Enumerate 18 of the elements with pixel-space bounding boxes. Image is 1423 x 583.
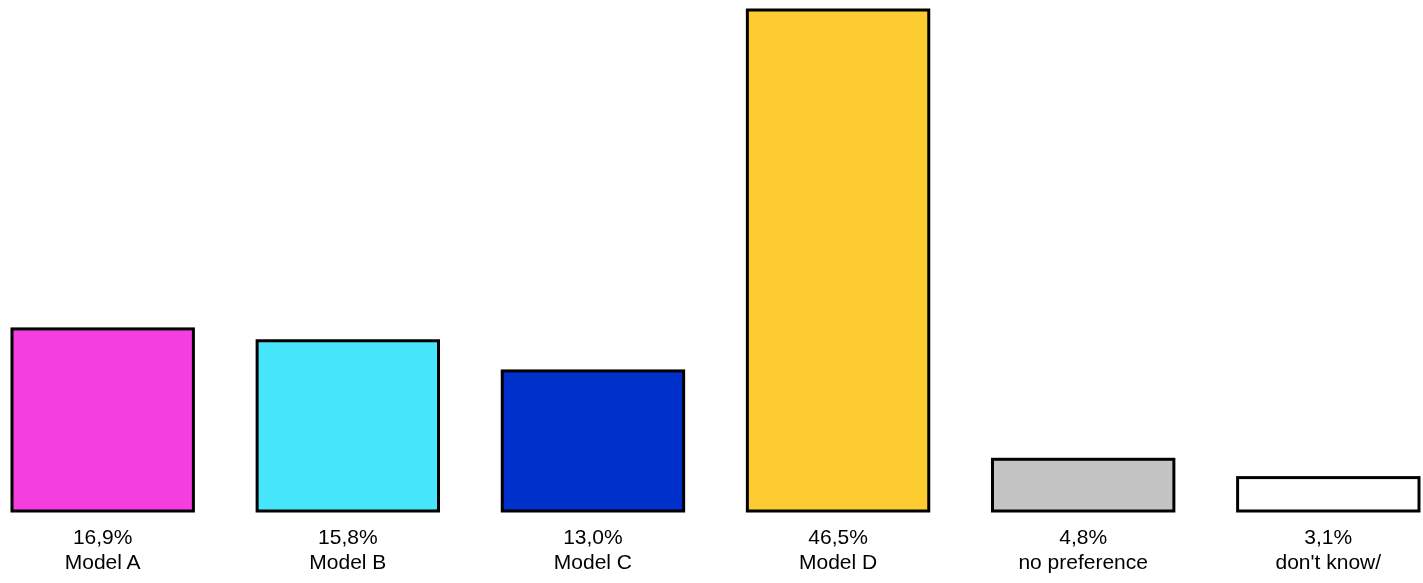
data-label: 15,8% — [318, 525, 378, 548]
x-tick-label: Model D — [798, 550, 878, 573]
bar — [990, 457, 1176, 513]
bar — [500, 369, 686, 513]
data-label: 3,1% — [1304, 525, 1353, 548]
data-label: 16,9% — [72, 525, 133, 548]
x-tick-label: no preference — [1018, 550, 1148, 573]
x-tick-label: Model A — [64, 550, 141, 573]
bar — [1236, 476, 1421, 513]
data-label: 4,8% — [1059, 525, 1108, 548]
x-tick-label: Model C — [553, 550, 633, 573]
x-tick-label: Model B — [309, 550, 387, 573]
data-label: 46,5% — [808, 525, 868, 548]
bar — [255, 339, 441, 513]
data-label: 13,0% — [563, 525, 623, 548]
bar — [10, 327, 195, 513]
bar — [745, 8, 931, 513]
x-tick-label: don't know/ — [1275, 550, 1382, 573]
